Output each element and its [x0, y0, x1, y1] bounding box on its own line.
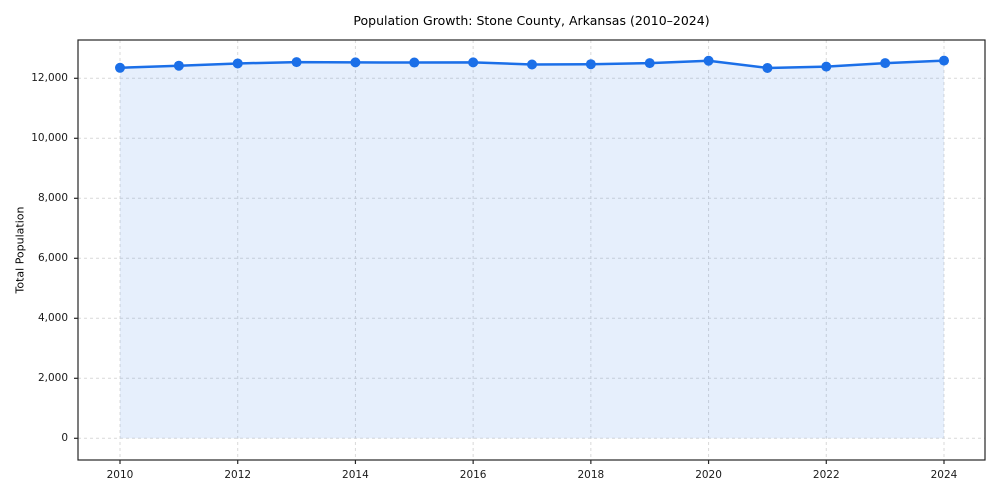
data-point-2012 [232, 58, 243, 69]
chart-title: Population Growth: Stone County, Arkansa… [353, 13, 710, 28]
y-tick-label: 4,000 [37, 312, 68, 325]
y-tick-label: 10,000 [31, 132, 68, 145]
data-point-2013 [291, 57, 302, 68]
x-tick-label: 2016 [459, 469, 487, 481]
x-tick-label: 2022 [812, 469, 840, 481]
data-point-2023 [880, 58, 891, 69]
y-tick-label: 6,000 [37, 252, 68, 265]
data-point-2016 [468, 57, 479, 68]
y-tick-label: 0 [61, 432, 68, 445]
data-point-2015 [409, 57, 420, 68]
x-tick-label: 2012 [224, 469, 252, 481]
x-tick-label: 2014 [342, 469, 369, 481]
x-tick-label: 2018 [577, 469, 605, 481]
data-point-2010 [115, 62, 125, 73]
data-point-2011 [173, 60, 184, 71]
data-point-2024 [938, 55, 949, 66]
area-fill [120, 60, 944, 439]
data-point-2018 [585, 59, 596, 70]
x-tick-label: 2010 [106, 469, 134, 481]
data-point-2017 [526, 59, 537, 70]
x-tick-label: 2020 [695, 469, 722, 481]
data-point-2021 [762, 62, 773, 73]
data-point-2019 [644, 58, 655, 69]
x-tick-label: 2024 [930, 469, 958, 481]
axes-border [77, 39, 986, 461]
data-point-2014 [350, 57, 361, 68]
y-tick-label: 8,000 [37, 192, 68, 205]
y-tick-label: 12,000 [31, 72, 68, 85]
y-tick-label: 2,000 [37, 372, 68, 385]
data-point-2020 [703, 55, 714, 66]
data-point-2022 [821, 61, 832, 72]
